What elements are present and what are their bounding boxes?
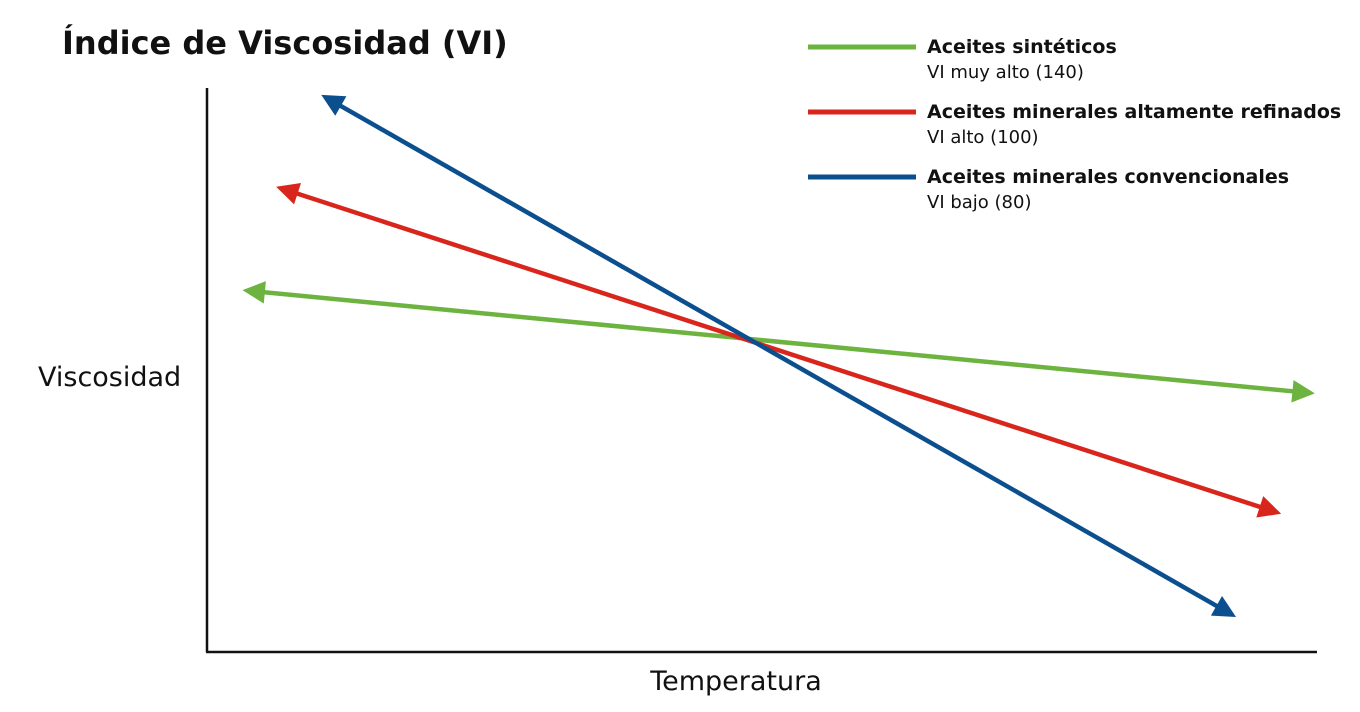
series-line-2 bbox=[276, 182, 1282, 518]
legend-label-2: Aceites minerales altamente refinados bbox=[927, 101, 1341, 123]
series-line-3 bbox=[321, 94, 1237, 617]
legend: Aceites sintéticos VI muy alto (140) Aceit… bbox=[808, 36, 1341, 213]
legend-sublabel-2: VI alto (100) bbox=[927, 127, 1039, 148]
legend-label-3: Aceites minerales convencionales bbox=[927, 166, 1289, 188]
series-lines bbox=[242, 94, 1315, 617]
series-line-1 bbox=[242, 281, 1315, 403]
legend-sublabel-1: VI muy alto (140) bbox=[927, 62, 1084, 83]
x-axis-label: Temperatura bbox=[649, 666, 822, 697]
y-axis-label: Viscosidad bbox=[38, 362, 181, 393]
legend-sublabel-3: VI bajo (80) bbox=[927, 192, 1031, 213]
chart-title: Índice de Viscosidad (VI) bbox=[62, 24, 508, 62]
legend-label-1: Aceites sintéticos bbox=[927, 36, 1117, 58]
